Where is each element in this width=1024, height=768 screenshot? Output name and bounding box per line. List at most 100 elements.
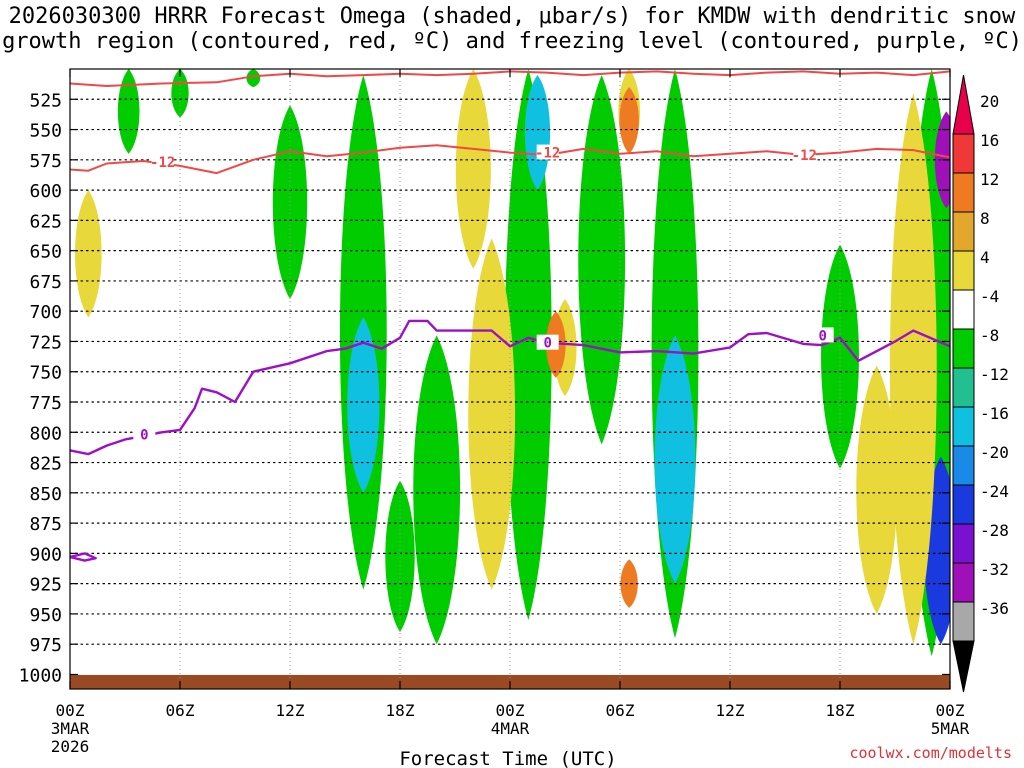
contour-label-bg — [536, 144, 559, 160]
contour-freezing_level_0C — [70, 319, 950, 456]
y-tick-label: 875 — [29, 514, 62, 535]
omega-region — [619, 87, 639, 154]
x-tick-label: 00Z — [56, 701, 85, 720]
y-tick-label: 825 — [29, 454, 62, 475]
omega-region — [654, 335, 696, 584]
x-tick-sublabel: 4MAR — [491, 719, 530, 738]
credit-text: coolwx.com/modelts — [849, 744, 1012, 762]
y-tick-label: 925 — [29, 575, 62, 596]
colorbar-label: -20 — [980, 443, 1009, 462]
omega-region — [620, 559, 638, 608]
colorbar-label: 8 — [980, 209, 990, 228]
x-tick-sublabel: 5MAR — [931, 719, 970, 738]
omega-region — [504, 69, 552, 620]
omega-region — [75, 190, 102, 318]
y-tick-label: 850 — [29, 484, 62, 505]
y-tick-label: 600 — [29, 181, 62, 202]
x-tick-sublabel: 3MAR — [51, 719, 90, 738]
x-tick-label: 00Z — [496, 701, 525, 720]
omega-region — [468, 238, 516, 590]
contour-label-bg — [133, 426, 156, 442]
omega-region — [347, 317, 380, 493]
y-tick-label: 975 — [29, 635, 62, 656]
y-tick-label: 550 — [29, 121, 62, 142]
colorbar-label: 4 — [980, 248, 990, 267]
y-tick-label: 725 — [29, 332, 62, 353]
omega-region — [385, 480, 415, 633]
omega-region — [117, 69, 140, 154]
colorbar-swatch — [952, 523, 975, 564]
contour-label: 0 — [818, 328, 826, 344]
colorbar-label: -24 — [980, 482, 1009, 501]
colorbar-swatch — [952, 445, 975, 486]
x-tick-label: 12Z — [276, 701, 305, 720]
omega-region — [821, 244, 859, 469]
colorbar-label: -8 — [980, 326, 999, 345]
y-tick-label: 525 — [29, 90, 62, 111]
contour-label: -12 — [150, 155, 175, 171]
title-line-1: 2026030300 HRRR Forecast Omega (shaded, … — [8, 4, 1016, 29]
colorbar-label: -36 — [980, 599, 1009, 618]
contour-label-bg — [811, 327, 834, 343]
omega-region — [455, 69, 491, 269]
omega-shading — [75, 69, 950, 657]
colorbar-swatch — [952, 328, 975, 369]
contour-freezing_level_small_loop — [70, 552, 97, 562]
y-tick-label: 800 — [29, 423, 62, 444]
colorbar-swatch — [952, 406, 975, 447]
contour-label-bg — [151, 154, 174, 170]
y-tick-label: 1000 — [19, 665, 62, 686]
y-tick-label: 950 — [29, 605, 62, 626]
y-tick-label: 675 — [29, 272, 62, 293]
omega-region — [413, 335, 461, 645]
colorbar: 20 16 12 8 4 -4 -8 -12 -16 -20 -24 -28 -32 -36 — [952, 74, 1009, 693]
x-tick-label: 18Z — [826, 701, 855, 720]
colorbar-swatch — [952, 211, 975, 252]
y-tick-label: 900 — [29, 544, 62, 565]
y-tick-label: 750 — [29, 363, 62, 384]
x-tick-label: 18Z — [386, 701, 415, 720]
y-tick-label: 775 — [29, 393, 62, 414]
x-tick-year: 2026 — [51, 737, 90, 756]
y-axis: 525 550 575 600 625 650 675 700 725 750 775 800 825 8… — [19, 90, 950, 686]
contour-label: -12 — [535, 146, 560, 162]
grid-lines — [69, 69, 951, 689]
contour-label-bg — [793, 146, 816, 162]
contour-label: 0 — [543, 336, 551, 352]
y-tick-label: 625 — [29, 211, 62, 232]
contour-label: 0 — [140, 428, 148, 444]
colorbar-swatch — [952, 367, 975, 408]
omega-region — [856, 365, 898, 614]
chart-title: 2026030300 HRRR Forecast Omega (shaded, … — [0, 4, 1024, 54]
x-axis-label: Forecast Time (UTC) — [399, 748, 616, 768]
colorbar-swatch — [952, 562, 975, 603]
colorbar-swatch — [952, 601, 975, 642]
colorbar-label: -12 — [980, 365, 1009, 384]
contour-lines: -12 -12 -12 0 0 0 — [70, 70, 950, 562]
colorbar-label: 16 — [980, 131, 999, 150]
omega-region — [246, 69, 261, 88]
colorbar-label: 12 — [980, 170, 999, 189]
colorbar-swatch — [952, 250, 975, 291]
omega-region — [524, 75, 551, 191]
y-tick-label: 575 — [29, 151, 62, 172]
y-tick-label: 650 — [29, 242, 62, 263]
colorbar-cap-top — [952, 74, 975, 135]
y-tick-label: 700 — [29, 302, 62, 323]
contour-dgz_minus12_upper — [70, 70, 950, 87]
x-tick-label: 06Z — [166, 701, 195, 720]
title-line-2: growth region (contoured, red, ºC) and f… — [2, 29, 1022, 54]
omega-region — [889, 93, 937, 645]
colorbar-swatch — [952, 289, 975, 330]
x-tick-label: 06Z — [606, 701, 635, 720]
colorbar-label: -32 — [980, 560, 1009, 579]
x-tick-label: 00Z — [936, 701, 965, 720]
colorbar-label: 20 — [980, 92, 999, 111]
contour-label-bg — [536, 334, 559, 350]
colorbar-label: -16 — [980, 404, 1009, 423]
x-tick-label: 12Z — [716, 701, 745, 720]
colorbar-swatch — [952, 133, 975, 174]
colorbar-label: -4 — [980, 287, 999, 306]
contour-label: -12 — [792, 148, 817, 164]
